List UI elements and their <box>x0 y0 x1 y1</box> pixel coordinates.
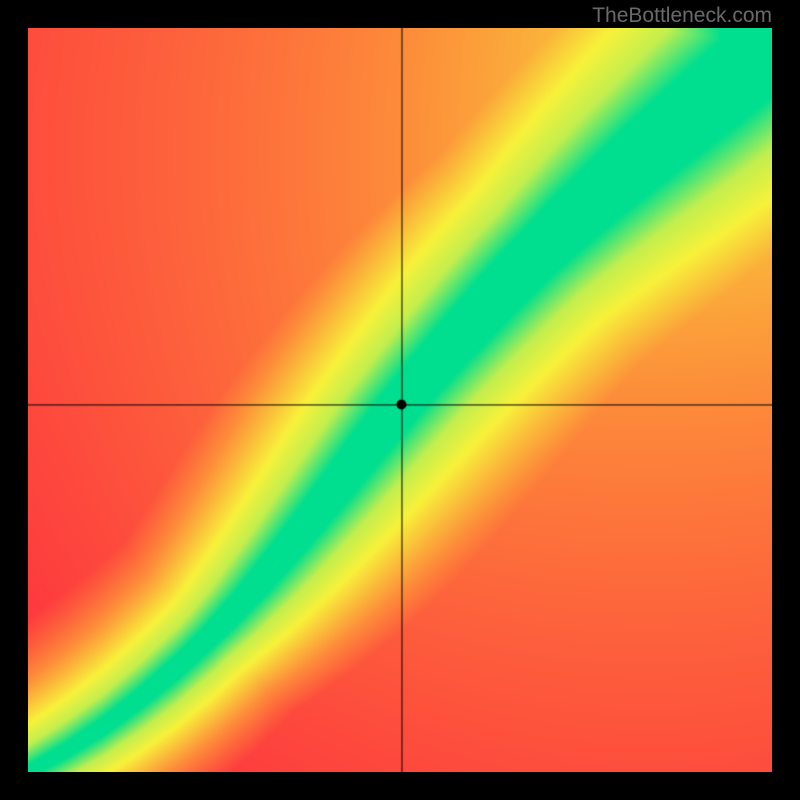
chart-container: TheBottleneck.com <box>0 0 800 800</box>
watermark-text: TheBottleneck.com <box>592 4 772 28</box>
heatmap-canvas <box>28 28 772 772</box>
plot-frame <box>28 28 772 772</box>
